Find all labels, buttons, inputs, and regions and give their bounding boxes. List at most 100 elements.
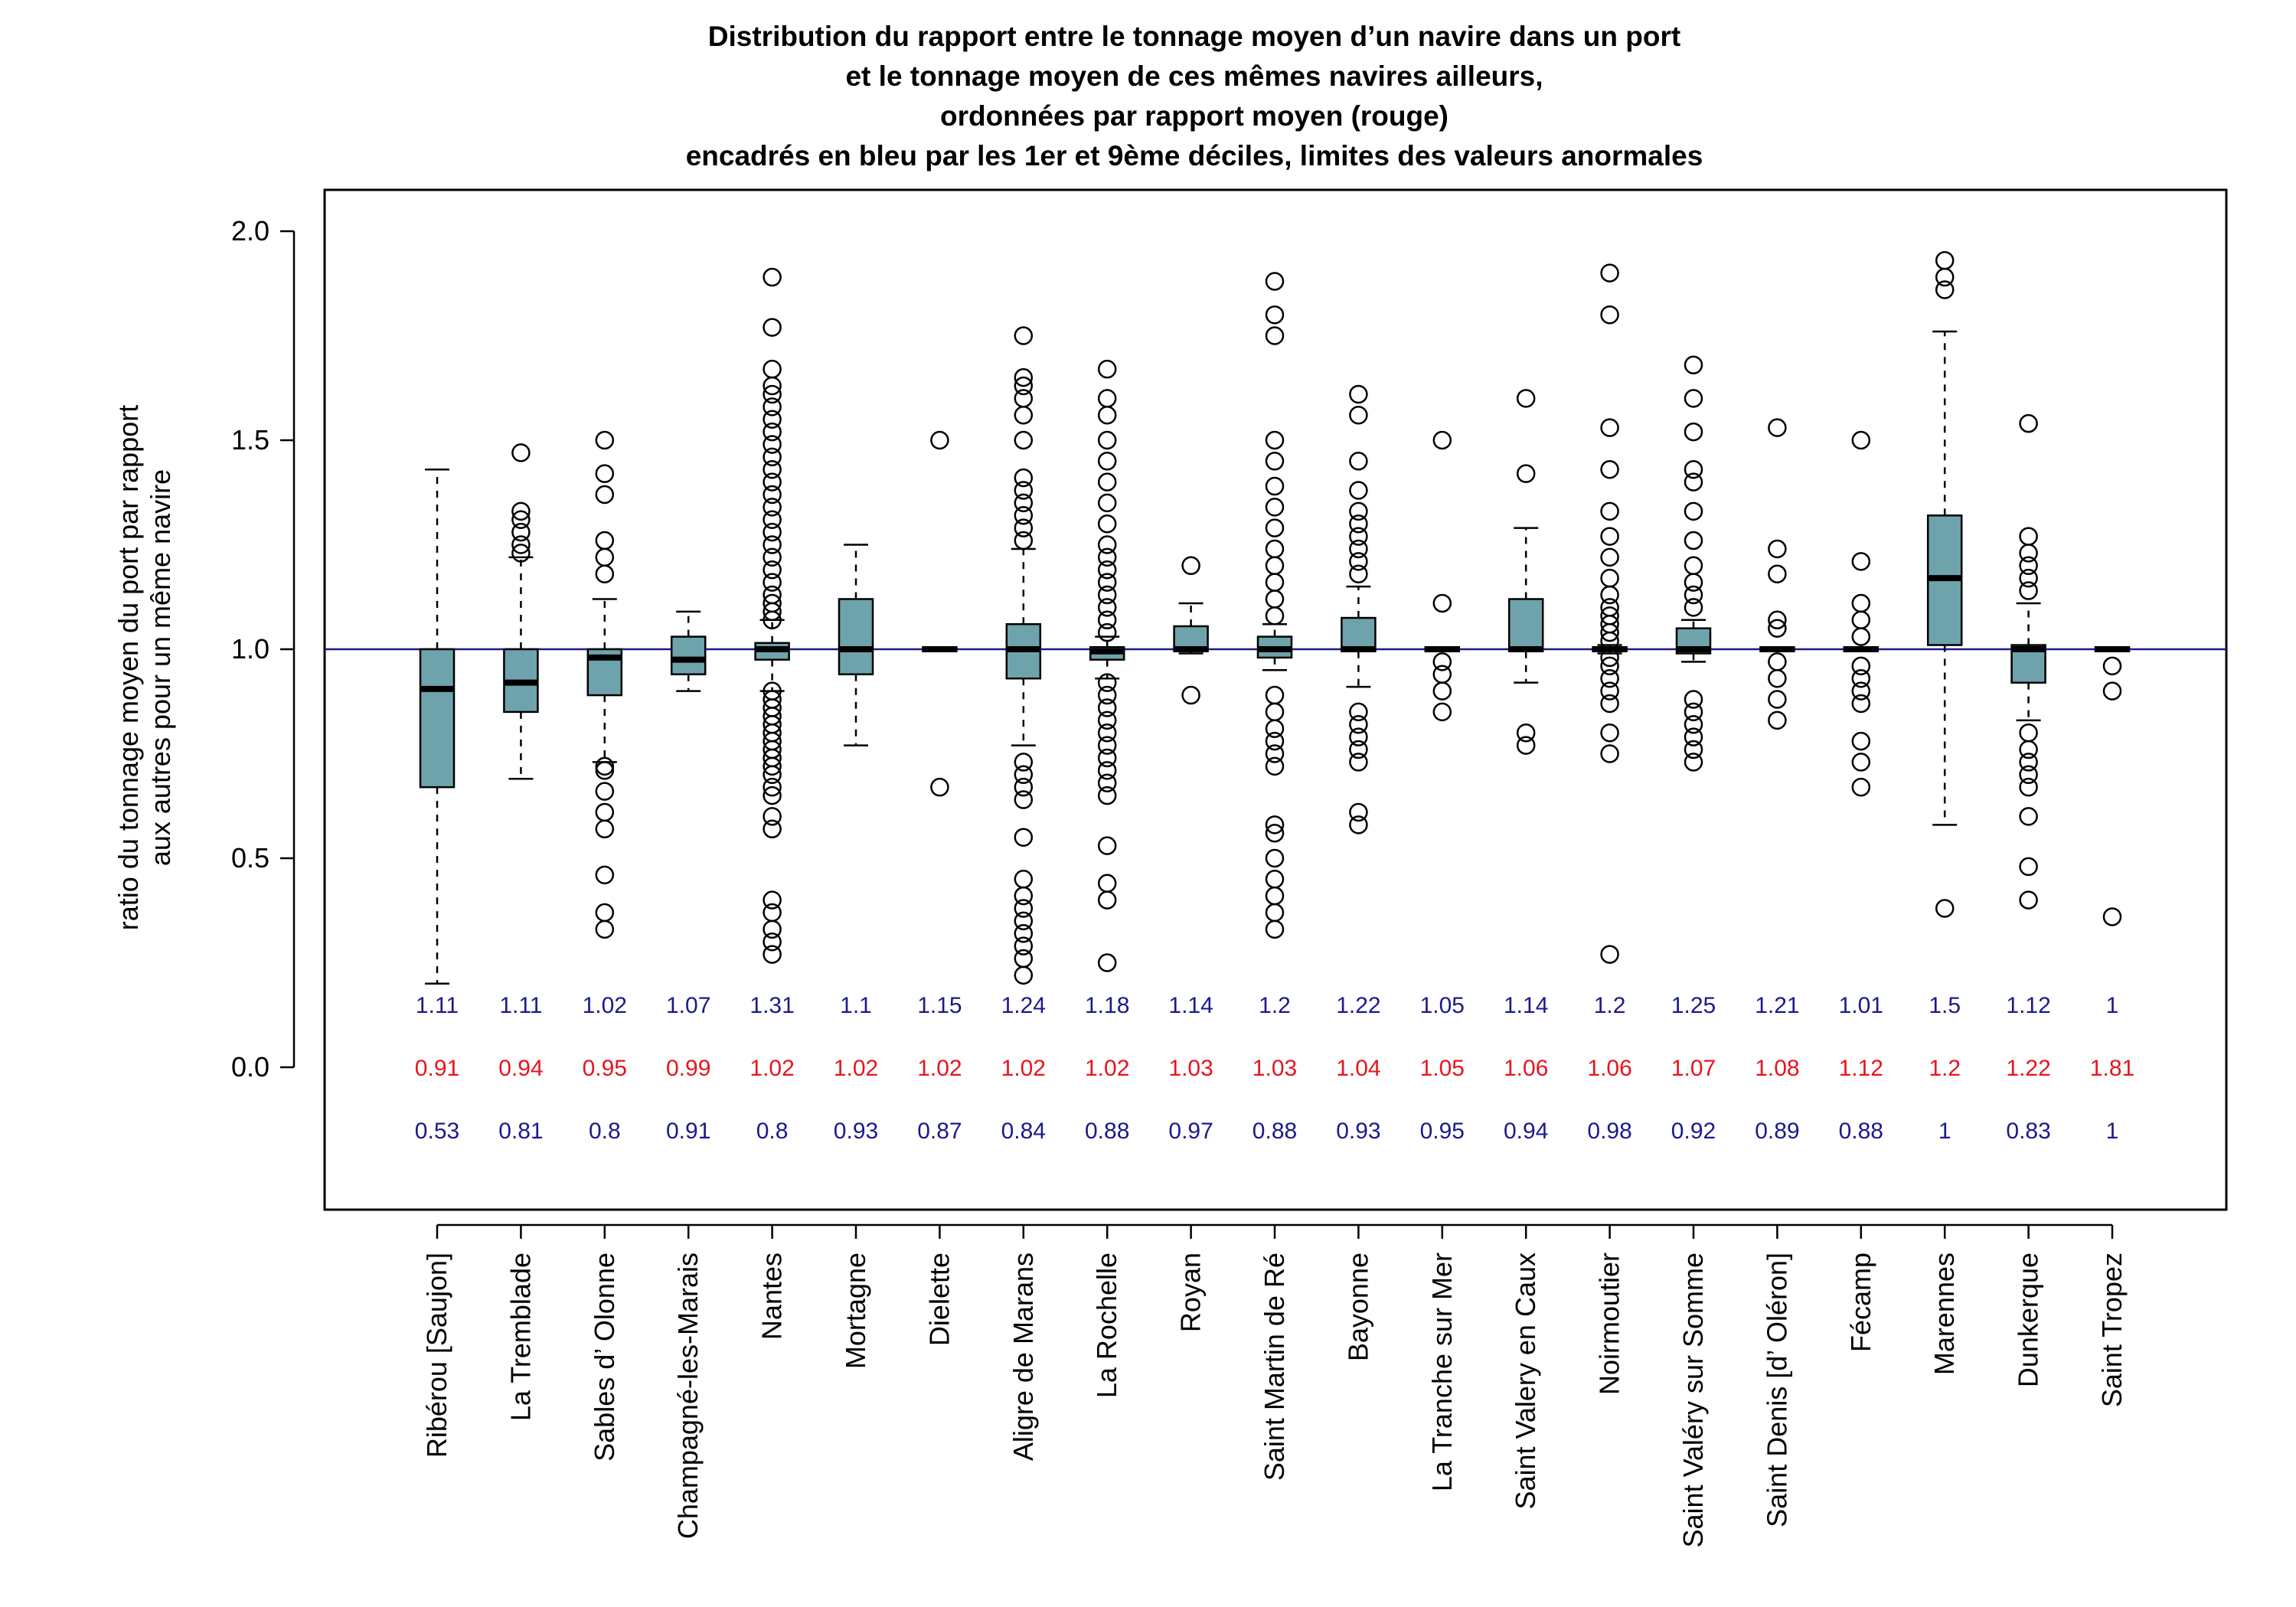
outlier-point bbox=[1851, 694, 1871, 714]
outlier-point bbox=[1600, 568, 1619, 588]
outlier-point bbox=[1684, 585, 1703, 605]
outlier-point bbox=[1684, 422, 1703, 442]
x-category-label: Ribérou [Saujon] bbox=[421, 1253, 452, 1458]
outlier-point bbox=[1432, 652, 1452, 671]
outlier-point bbox=[2019, 581, 2038, 600]
outlier-point bbox=[2019, 777, 2038, 797]
mean-label: 1.03 bbox=[1253, 1056, 1297, 1081]
outlier-point bbox=[1097, 736, 1117, 755]
outlier-point bbox=[1181, 685, 1200, 705]
outlier-point bbox=[1349, 501, 1368, 521]
outlier-point bbox=[1097, 685, 1117, 705]
outlier-point bbox=[1097, 535, 1117, 554]
outlier-point bbox=[1097, 748, 1117, 768]
outlier-point bbox=[1600, 668, 1619, 688]
outlier-point bbox=[1265, 590, 1285, 609]
outlier-point bbox=[763, 422, 782, 442]
outlier-point bbox=[1768, 418, 1787, 437]
box-group bbox=[1759, 418, 1795, 730]
box-group bbox=[1675, 355, 1712, 772]
outlier-point bbox=[2102, 681, 2122, 701]
box-group bbox=[754, 267, 790, 964]
x-category-label: Marennes bbox=[1929, 1253, 1960, 1375]
outlier-point bbox=[763, 919, 782, 939]
outlier-point bbox=[511, 522, 531, 542]
decile1-label: 0.89 bbox=[1755, 1119, 1799, 1144]
outlier-point bbox=[1097, 405, 1117, 425]
outlier-point bbox=[1349, 539, 1368, 559]
outlier-point bbox=[1265, 573, 1285, 592]
mean-label: 1.06 bbox=[1587, 1056, 1631, 1081]
mean-label: 1.02 bbox=[834, 1056, 878, 1081]
outlier-point bbox=[1684, 727, 1703, 746]
outlier-point bbox=[2019, 413, 2038, 433]
title-line-4: encadrés en bleu par les 1er et 9ème déc… bbox=[686, 140, 1703, 171]
box-iqr bbox=[670, 635, 707, 676]
outlier-point bbox=[595, 756, 615, 776]
outlier-point bbox=[1851, 668, 1871, 688]
decile1-label: 0.81 bbox=[498, 1119, 543, 1144]
outlier-point bbox=[1349, 802, 1368, 822]
box-group bbox=[1592, 263, 1628, 964]
mean-label: 0.94 bbox=[498, 1056, 543, 1081]
decile9-label: 1.18 bbox=[1085, 993, 1129, 1018]
box-group bbox=[1173, 556, 1209, 705]
outlier-point bbox=[1097, 585, 1117, 605]
outlier-point bbox=[1349, 753, 1368, 772]
y-tick-label: 1.0 bbox=[231, 633, 269, 665]
outlier-point bbox=[1432, 665, 1452, 684]
x-category-label: La Tranche sur Mer bbox=[1426, 1253, 1458, 1491]
title-line-2: et le tonnage moyen de ces mêmes navires… bbox=[845, 60, 1543, 92]
outlier-point bbox=[1684, 556, 1703, 576]
decile9-label: 1.22 bbox=[1336, 993, 1380, 1018]
outlier-point bbox=[1265, 815, 1285, 835]
box-iqr bbox=[1507, 598, 1544, 652]
x-category-label: Bayonne bbox=[1342, 1253, 1373, 1361]
decile9-label: 1.11 bbox=[499, 993, 542, 1018]
outlier-point bbox=[1014, 777, 1034, 797]
outlier-point bbox=[1851, 777, 1871, 797]
outlier-point bbox=[595, 547, 615, 567]
decile9-label: 1.21 bbox=[1755, 993, 1799, 1018]
decile1-label: 0.53 bbox=[415, 1119, 459, 1144]
outlier-point bbox=[1265, 919, 1285, 939]
outlier-point bbox=[1600, 547, 1619, 567]
outlier-point bbox=[1600, 694, 1619, 714]
outlier-point bbox=[1014, 828, 1034, 847]
outlier-point bbox=[763, 447, 782, 467]
outlier-point bbox=[1014, 790, 1034, 809]
outlier-point bbox=[1097, 761, 1117, 780]
outlier-point bbox=[1097, 430, 1117, 450]
outlier-point bbox=[1265, 702, 1285, 722]
outlier-point bbox=[1684, 389, 1703, 408]
outlier-point bbox=[1768, 539, 1787, 559]
outlier-point bbox=[595, 865, 615, 885]
outlier-point bbox=[1851, 681, 1871, 701]
outlier-point bbox=[763, 945, 782, 964]
mean-label: 1.03 bbox=[1168, 1056, 1213, 1081]
outlier-point bbox=[1097, 710, 1117, 730]
outlier-point bbox=[1851, 593, 1871, 613]
outlier-point bbox=[511, 510, 531, 529]
y-tick-label: 1.5 bbox=[231, 424, 269, 456]
ylabel-line-2: aux autres pour un même navire bbox=[145, 469, 176, 866]
decile1-label: 1 bbox=[2106, 1119, 2119, 1144]
box-iqr bbox=[838, 598, 874, 676]
outlier-point bbox=[1014, 468, 1034, 488]
outlier-point bbox=[763, 890, 782, 910]
outlier-point bbox=[1097, 598, 1117, 617]
outlier-point bbox=[1349, 514, 1368, 534]
outlier-point bbox=[1265, 870, 1285, 889]
outlier-point bbox=[1265, 848, 1285, 868]
outlier-point bbox=[763, 593, 782, 613]
outlier-point bbox=[1349, 815, 1368, 835]
box-iqr bbox=[419, 648, 456, 789]
decile1-label: 0.91 bbox=[666, 1119, 710, 1144]
outlier-point bbox=[1097, 953, 1117, 972]
outlier-point bbox=[1265, 756, 1285, 776]
decile1-label: 0.87 bbox=[917, 1119, 962, 1144]
outlier-point bbox=[763, 585, 782, 605]
outlier-point bbox=[1014, 965, 1034, 985]
outlier-point bbox=[1935, 250, 1955, 270]
